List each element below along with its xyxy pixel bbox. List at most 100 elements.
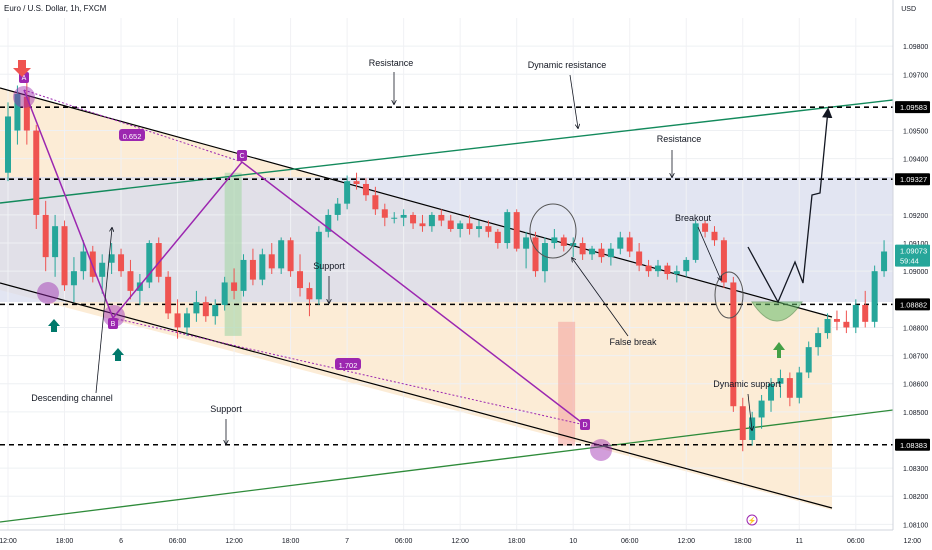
x-tick-label: 18:00: [282, 538, 300, 545]
y-tick-label: 1.09200: [903, 213, 928, 220]
candle-body: [466, 223, 473, 229]
bull-highlight-box: [224, 172, 242, 336]
candle-body: [362, 183, 369, 196]
candle-body: [391, 217, 398, 219]
candle-body: [532, 237, 539, 272]
candle-body: [852, 304, 859, 328]
x-tick-label: 10: [569, 538, 577, 545]
candle-body: [99, 262, 106, 277]
annotation-label: Resistance: [657, 134, 702, 144]
candle-body: [240, 259, 247, 291]
candle-body: [108, 254, 115, 263]
x-tick-label: 18:00: [508, 538, 526, 545]
candle-body: [683, 259, 690, 272]
annotation-label: Breakout: [675, 213, 712, 223]
pivot-circle: [590, 439, 612, 461]
lightning-icon: [746, 514, 758, 526]
annotation-label: Support: [210, 404, 242, 414]
candle-body: [80, 251, 87, 272]
bear-highlight-box: [558, 321, 576, 446]
candle-body: [174, 313, 181, 328]
candle-body: [410, 214, 417, 224]
candle-body: [485, 226, 492, 232]
candle-body: [61, 226, 68, 286]
x-axis[interactable]: 12:00 18:00 6 06:00 12:00 18:00 7 06:00 12:00 18:…: [0, 529, 932, 550]
resistance-zone: [0, 177, 893, 302]
candle-body: [23, 96, 30, 131]
candle-body: [70, 271, 77, 286]
x-tick-label: 06:00: [847, 538, 865, 545]
candle-body: [353, 181, 360, 184]
annotation-pointer: [572, 258, 629, 337]
price-level-tag: [895, 298, 930, 311]
candle-body: [654, 265, 661, 272]
candle-body: [325, 214, 332, 232]
y-tick-label: 1.09100: [903, 241, 928, 248]
channel-upper-line: [0, 87, 833, 318]
annotation-label: Dynamic support: [713, 379, 781, 389]
annotation-label: False break: [609, 337, 657, 347]
candle-body: [14, 93, 21, 131]
candle-body: [268, 254, 275, 269]
countdown-label: 59:44: [900, 257, 919, 266]
candle-body: [730, 282, 737, 407]
candle-body: [146, 243, 153, 283]
pattern-point-label: A: [22, 75, 27, 82]
y-tick-label: 1.08800: [903, 325, 928, 332]
x-tick-label: 11: [796, 538, 803, 545]
y-axis[interactable]: 1.09800 1.09700 1.09500 1.09400 1.09200 1.091…: [892, 0, 932, 550]
candle-body: [165, 276, 172, 314]
candle-body: [796, 372, 803, 398]
candle-body: [551, 237, 558, 244]
candle-body: [476, 226, 482, 229]
candle-body: [692, 223, 699, 260]
y-tick-label: 1.08700: [903, 354, 928, 361]
candle-body: [664, 265, 671, 274]
annotation-pointer: [569, 74, 578, 128]
candle-body: [193, 302, 200, 314]
candle-body: [5, 116, 11, 173]
x-tick-label: 6: [119, 538, 123, 545]
candle-body: [344, 181, 351, 204]
channel-lower-line: [0, 282, 833, 509]
pivot-circle: [37, 282, 59, 304]
candle-body: [287, 240, 294, 272]
candle-body: [183, 313, 190, 328]
harmonic-pattern-line: [23, 89, 586, 426]
x-axis-background: [0, 530, 932, 550]
fib-ratio-label: 1.702: [339, 361, 358, 370]
annotation-label: Descending channel: [31, 393, 113, 403]
candle-body: [202, 302, 209, 317]
retest-zone: [751, 301, 803, 322]
annotation-label: Support: [313, 261, 345, 271]
candle-body: [617, 237, 624, 249]
annotation-label: Dynamic resistance: [528, 60, 607, 70]
lightning-glyph: ⚡: [748, 516, 757, 525]
candle-body: [777, 378, 784, 384]
pivot-circle: [13, 86, 35, 108]
y-tick-label: 1.08300: [903, 466, 928, 473]
candle-body: [221, 282, 228, 305]
pattern-point-label: B: [111, 321, 116, 328]
candle-body: [645, 265, 652, 272]
y-tick-label: 1.09000: [903, 269, 928, 276]
candle-body: [438, 214, 445, 221]
candle-body: [833, 319, 840, 322]
candle-body: [636, 251, 643, 266]
x-tick-label: 18:00: [56, 538, 74, 545]
x-tick-label: 06:00: [395, 538, 413, 545]
candle-body: [513, 212, 520, 249]
y-axis-background: [893, 0, 932, 550]
candle-body: [805, 347, 812, 373]
candle-body: [447, 220, 454, 229]
candle-body: [711, 231, 718, 241]
candle-body: [315, 231, 322, 300]
current-price-tag: [895, 244, 930, 267]
candle-body: [815, 333, 822, 348]
candle-body: [739, 406, 746, 440]
up-arrow-icon: [773, 342, 785, 358]
y-tick-label: 1.08500: [903, 410, 928, 417]
candle-body: [127, 271, 134, 291]
price-level-tag: [895, 101, 930, 114]
